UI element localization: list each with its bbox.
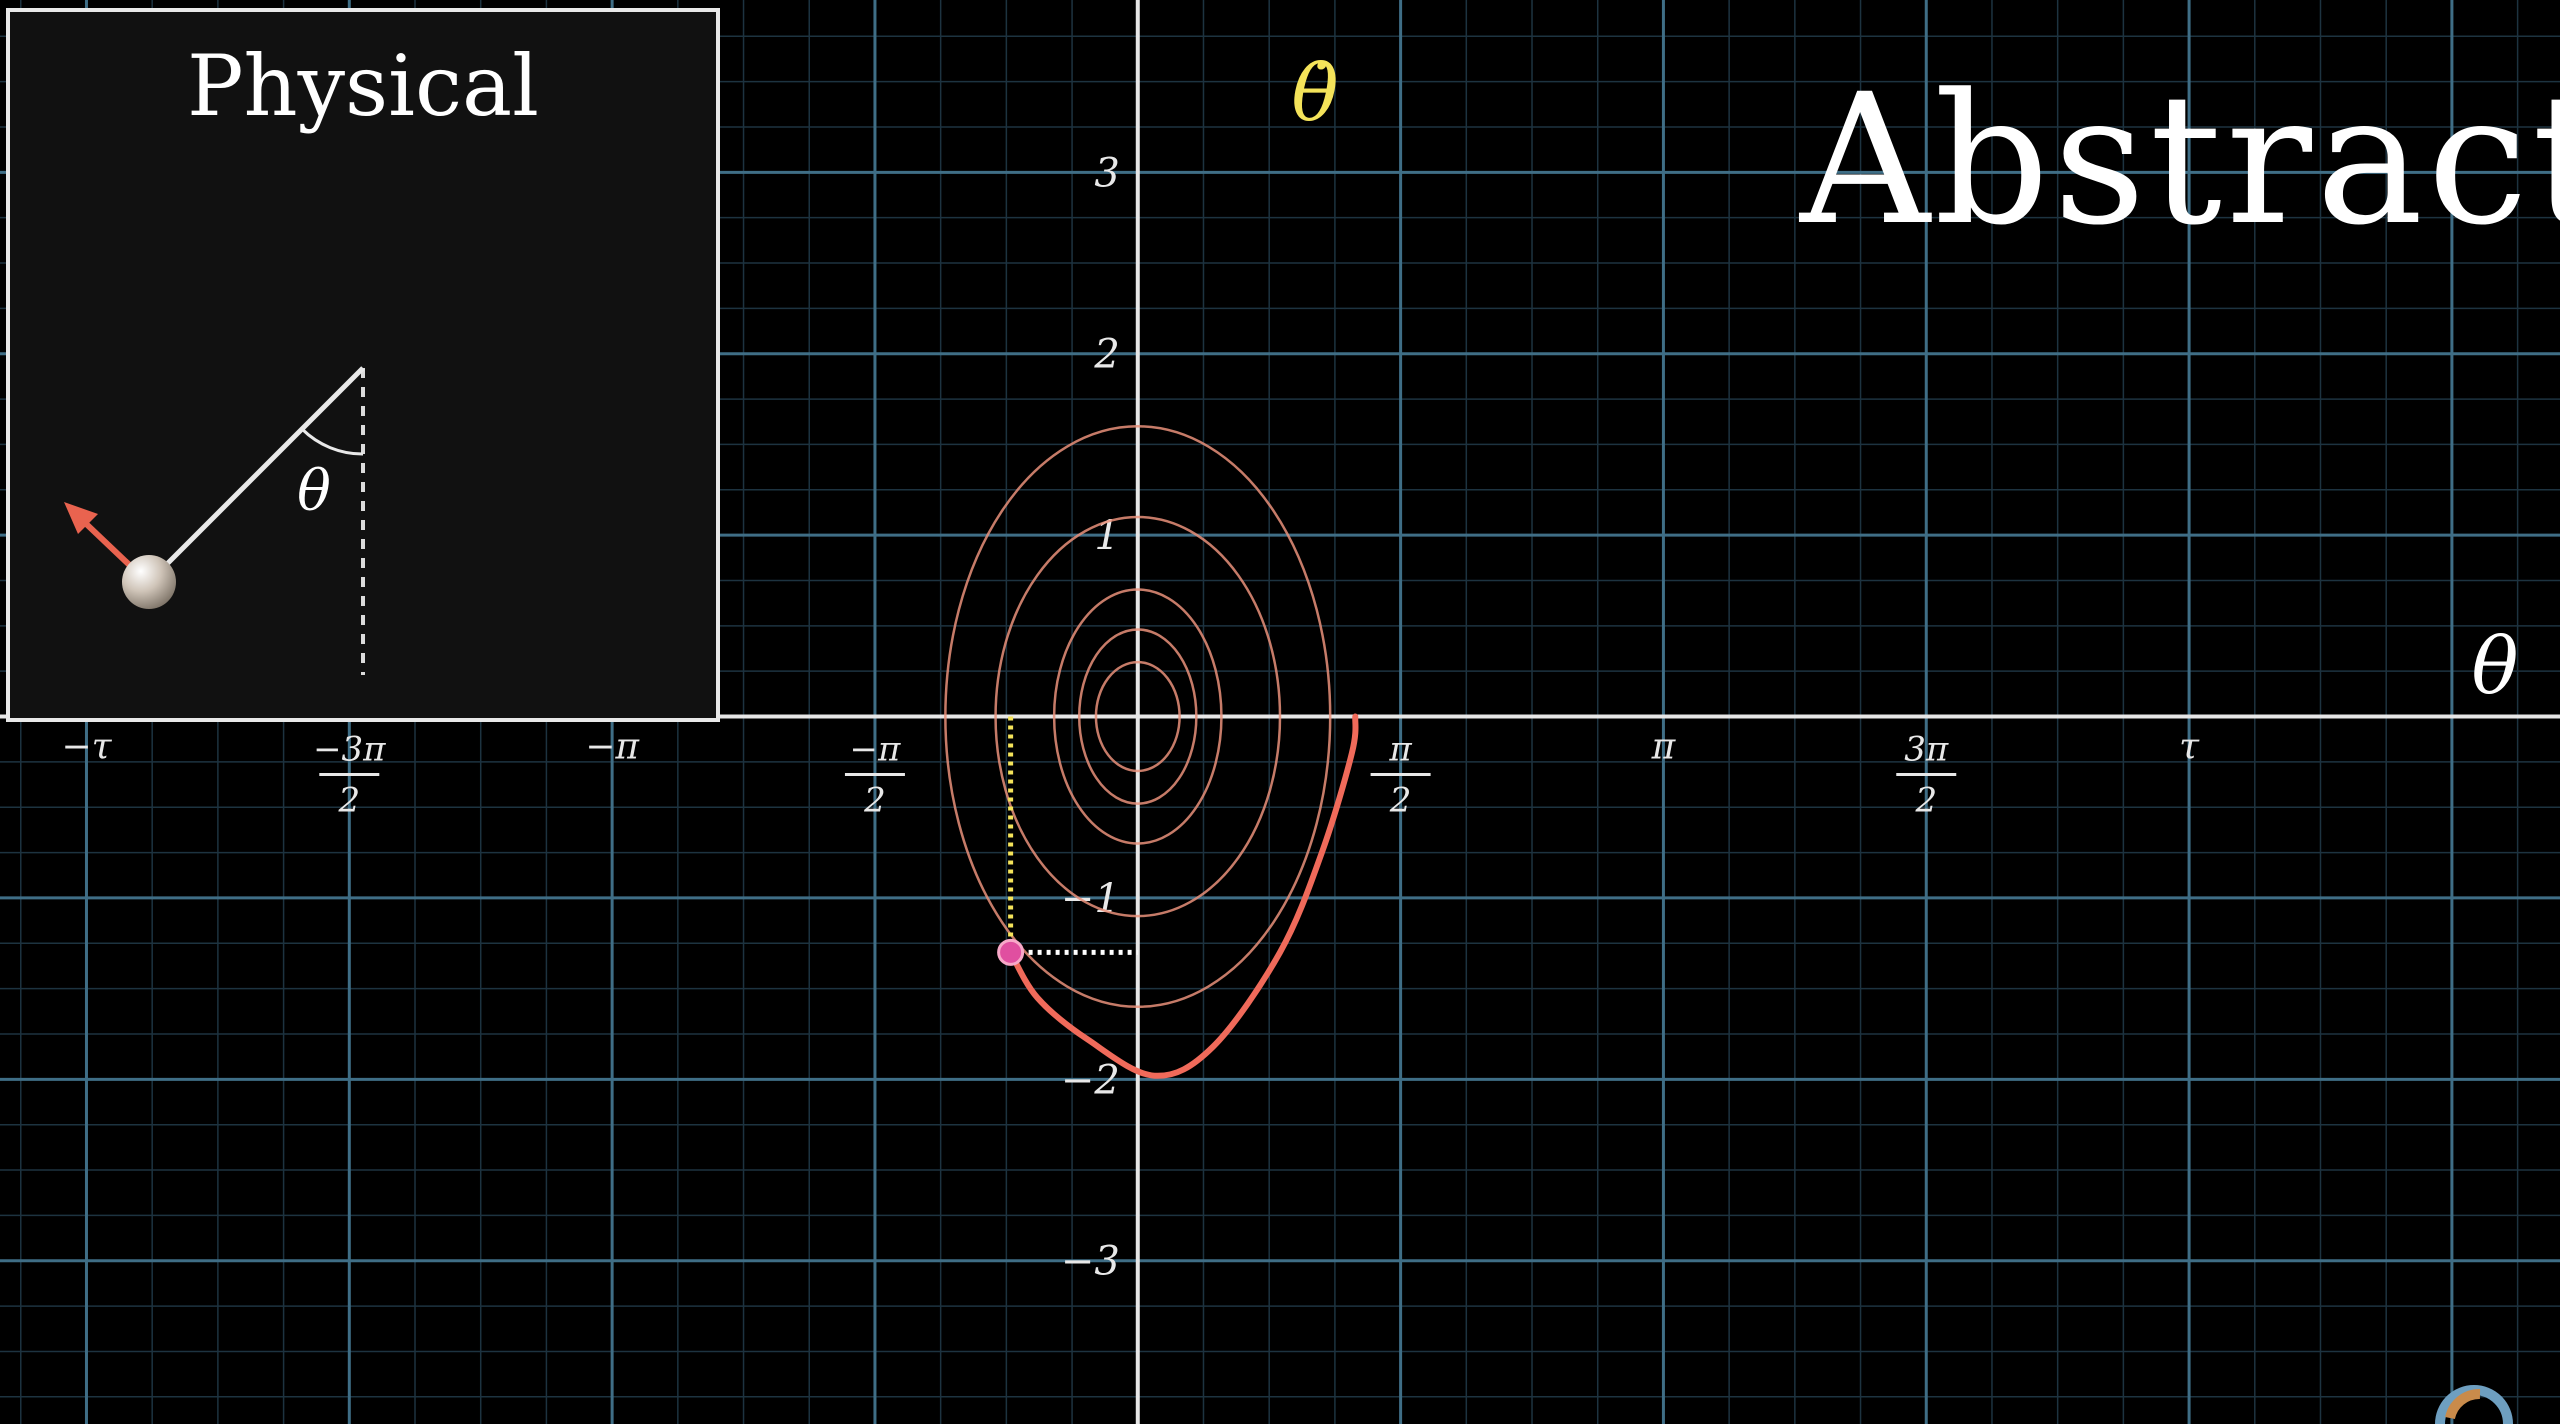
x-tick-label-numerator: −3π — [313, 730, 386, 770]
phase-spiral-loop — [1077, 628, 1198, 805]
phase-trajectory — [1007, 713, 1359, 1079]
state-marker-group — [997, 716, 1138, 966]
physical-title: Physical — [187, 37, 539, 135]
pendulum-angle-label: θ — [297, 459, 331, 524]
state-point-marker — [997, 938, 1025, 966]
y-tick-label: −3 — [1061, 1239, 1120, 1285]
y-axis-label: θ̇ — [1292, 49, 1339, 139]
physical-panel: Physical θ — [6, 8, 720, 722]
pendulum-bob — [122, 555, 176, 609]
x-tick-label-numerator: π — [1388, 730, 1412, 770]
y-tick-label: −2 — [1061, 1057, 1120, 1103]
x-tick-label: −τ — [61, 727, 112, 768]
x-tick-label-numerator: 3π — [1904, 730, 1949, 770]
velocity-arrow-head — [64, 502, 98, 534]
x-tick-label-denominator: 2 — [1389, 781, 1412, 821]
loading-spinner-icon — [2435, 1385, 2513, 1424]
y-tick-label: 2 — [1093, 332, 1119, 378]
x-tick-label-denominator: 2 — [863, 781, 886, 821]
x-tick-label-denominator: 2 — [1914, 781, 1937, 821]
x-tick-label: τ — [2179, 727, 2200, 768]
x-tick-label: π — [1651, 727, 1677, 768]
angle-arc — [300, 427, 364, 456]
phase-spiral-loop — [994, 515, 1282, 918]
y-tick-label: 3 — [1094, 150, 1119, 196]
pendulum-rod — [147, 366, 365, 584]
y-tick-label: −1 — [1061, 876, 1120, 922]
phase-curves — [944, 425, 1359, 1079]
phase-spiral-loop — [944, 425, 1332, 1009]
abstract-title: Abstract — [1798, 56, 2560, 265]
x-axis-label: θ — [2472, 622, 2519, 712]
phase-spiral-loop — [1094, 660, 1181, 773]
phase-spiral-loop — [1052, 588, 1223, 845]
x-tick-label: −π — [585, 727, 640, 768]
x-tick-label-numerator: −π — [850, 730, 901, 770]
x-tick-label-denominator: 2 — [337, 781, 360, 821]
